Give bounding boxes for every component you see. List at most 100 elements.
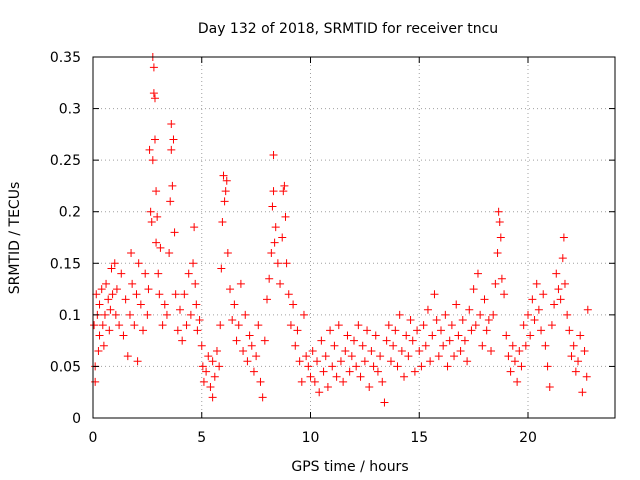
data-point [176, 305, 184, 314]
data-point [191, 279, 200, 288]
data-point [326, 326, 335, 335]
data-point [580, 346, 589, 355]
data-point [102, 279, 111, 288]
data-point [513, 377, 522, 386]
data-point [369, 362, 378, 371]
data-point [94, 346, 103, 355]
data-point [356, 372, 365, 381]
data-point [208, 357, 217, 366]
data-point [373, 367, 382, 376]
data-point [193, 326, 202, 335]
data-point [202, 367, 211, 376]
data-point [220, 197, 229, 206]
data-point [148, 156, 157, 165]
data-point [297, 377, 306, 386]
data-point [400, 372, 409, 381]
data-point [150, 135, 159, 144]
data-point [173, 326, 182, 335]
data-point [519, 321, 528, 330]
data-point [123, 352, 132, 361]
data-point [545, 383, 554, 392]
data-point [330, 341, 339, 350]
data-point [469, 285, 478, 294]
data-point [534, 305, 543, 314]
data-point [497, 274, 506, 283]
data-point [517, 362, 526, 371]
x-tick-label: 15 [410, 430, 428, 446]
data-point [197, 341, 206, 350]
data-point [308, 346, 317, 355]
data-point [567, 352, 576, 361]
data-point [107, 264, 116, 273]
data-point [323, 383, 332, 392]
data-point [160, 300, 169, 309]
data-point [180, 290, 189, 299]
data-point [155, 290, 164, 299]
data-point [184, 269, 193, 278]
data-point [395, 310, 404, 319]
data-point [104, 295, 113, 304]
data-point [134, 259, 143, 268]
data-point [169, 135, 178, 144]
data-point [223, 248, 232, 257]
data-point [532, 279, 541, 288]
data-point [441, 310, 450, 319]
data-point [393, 362, 402, 371]
points-layer [90, 53, 592, 407]
data-point [90, 321, 99, 330]
data-point [217, 264, 226, 273]
y-tick-label: 0.05 [50, 359, 81, 375]
data-point [158, 321, 167, 330]
data-point [99, 341, 108, 350]
data-point [365, 383, 374, 392]
data-point [419, 321, 428, 330]
data-point [473, 269, 482, 278]
data-point [269, 150, 278, 159]
data-point [421, 341, 430, 350]
data-point [504, 352, 513, 361]
data-point [95, 331, 104, 340]
data-point [258, 393, 267, 402]
data-point [447, 321, 456, 330]
data-point [578, 388, 587, 397]
data-point [467, 326, 476, 335]
data-point [443, 362, 452, 371]
data-point [510, 357, 519, 366]
data-point [556, 295, 565, 304]
data-point [150, 94, 159, 103]
y-tick-label: 0.15 [50, 256, 81, 272]
y-tick-label: 0.2 [59, 205, 81, 221]
data-point [565, 326, 574, 335]
data-point [458, 316, 467, 325]
data-point [350, 336, 358, 345]
data-point [190, 223, 199, 232]
data-point [339, 377, 348, 386]
data-point [502, 331, 511, 340]
data-point [450, 352, 459, 361]
data-point [347, 352, 356, 361]
data-point [343, 331, 352, 340]
data-point [252, 352, 261, 361]
data-point [247, 341, 256, 350]
grid-layer [93, 57, 615, 418]
data-point [127, 248, 136, 257]
data-point [406, 316, 415, 325]
data-point [541, 341, 550, 350]
data-point [110, 259, 119, 268]
data-point [521, 341, 530, 350]
data-point [445, 336, 454, 345]
data-point [145, 145, 154, 154]
data-point [543, 362, 552, 371]
data-point [295, 357, 304, 366]
data-point [389, 341, 398, 350]
y-tick-label: 0.25 [50, 153, 81, 169]
data-point [171, 290, 180, 299]
data-point [98, 321, 107, 330]
data-point [276, 279, 285, 288]
data-point [125, 310, 134, 319]
data-point [491, 279, 500, 288]
data-point [500, 290, 509, 299]
data-point [293, 326, 302, 335]
data-point [97, 285, 106, 294]
